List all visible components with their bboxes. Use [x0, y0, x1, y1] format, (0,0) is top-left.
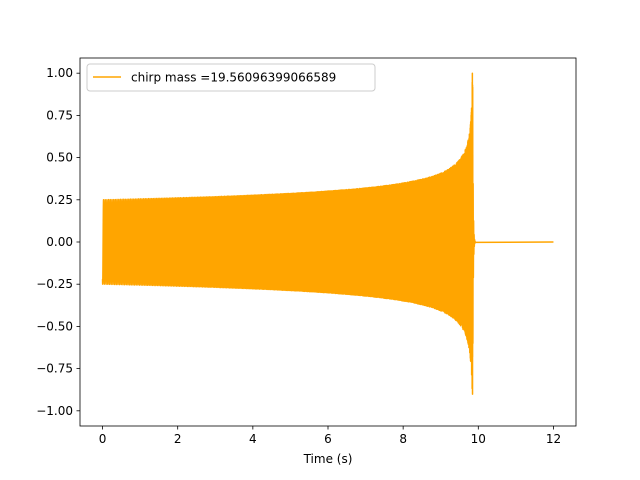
- plot-area: [101, 72, 554, 395]
- y-tick-label: 1.00: [46, 66, 73, 80]
- y-tick-label: 0.75: [46, 108, 73, 122]
- legend-entry-label: chirp mass =19.56096399066589: [131, 71, 336, 85]
- y-tick-label: 0.00: [46, 235, 73, 249]
- x-tick-label: 4: [249, 432, 257, 446]
- x-tick-label: 2: [174, 432, 182, 446]
- y-tick-label: −0.50: [36, 319, 73, 333]
- legend-box: [86, 63, 376, 92]
- x-axis: 0 2 4 6 8 10 12: [99, 426, 561, 446]
- y-tick-label: −0.75: [36, 362, 73, 376]
- x-tick-label: 12: [546, 432, 561, 446]
- x-tick-label: 8: [399, 432, 407, 446]
- series-line-chirp: [101, 72, 554, 395]
- axes-frame: [79, 57, 577, 427]
- x-tick-label: 10: [471, 432, 486, 446]
- x-tick-label: 6: [324, 432, 332, 446]
- legend: chirp mass =19.56096399066589: [86, 63, 376, 92]
- y-tick-label: −1.00: [36, 404, 73, 418]
- y-tick-label: 0.25: [46, 193, 73, 207]
- y-tick-label: 0.50: [46, 151, 73, 165]
- y-axis: −1.00 −0.75 −0.50 −0.25 0.00 0.25 0.50 0.75 1.00: [36, 66, 80, 418]
- x-tick-label: 0: [99, 432, 107, 446]
- x-axis-label: Time (s): [303, 452, 353, 466]
- y-tick-label: −0.25: [36, 277, 73, 291]
